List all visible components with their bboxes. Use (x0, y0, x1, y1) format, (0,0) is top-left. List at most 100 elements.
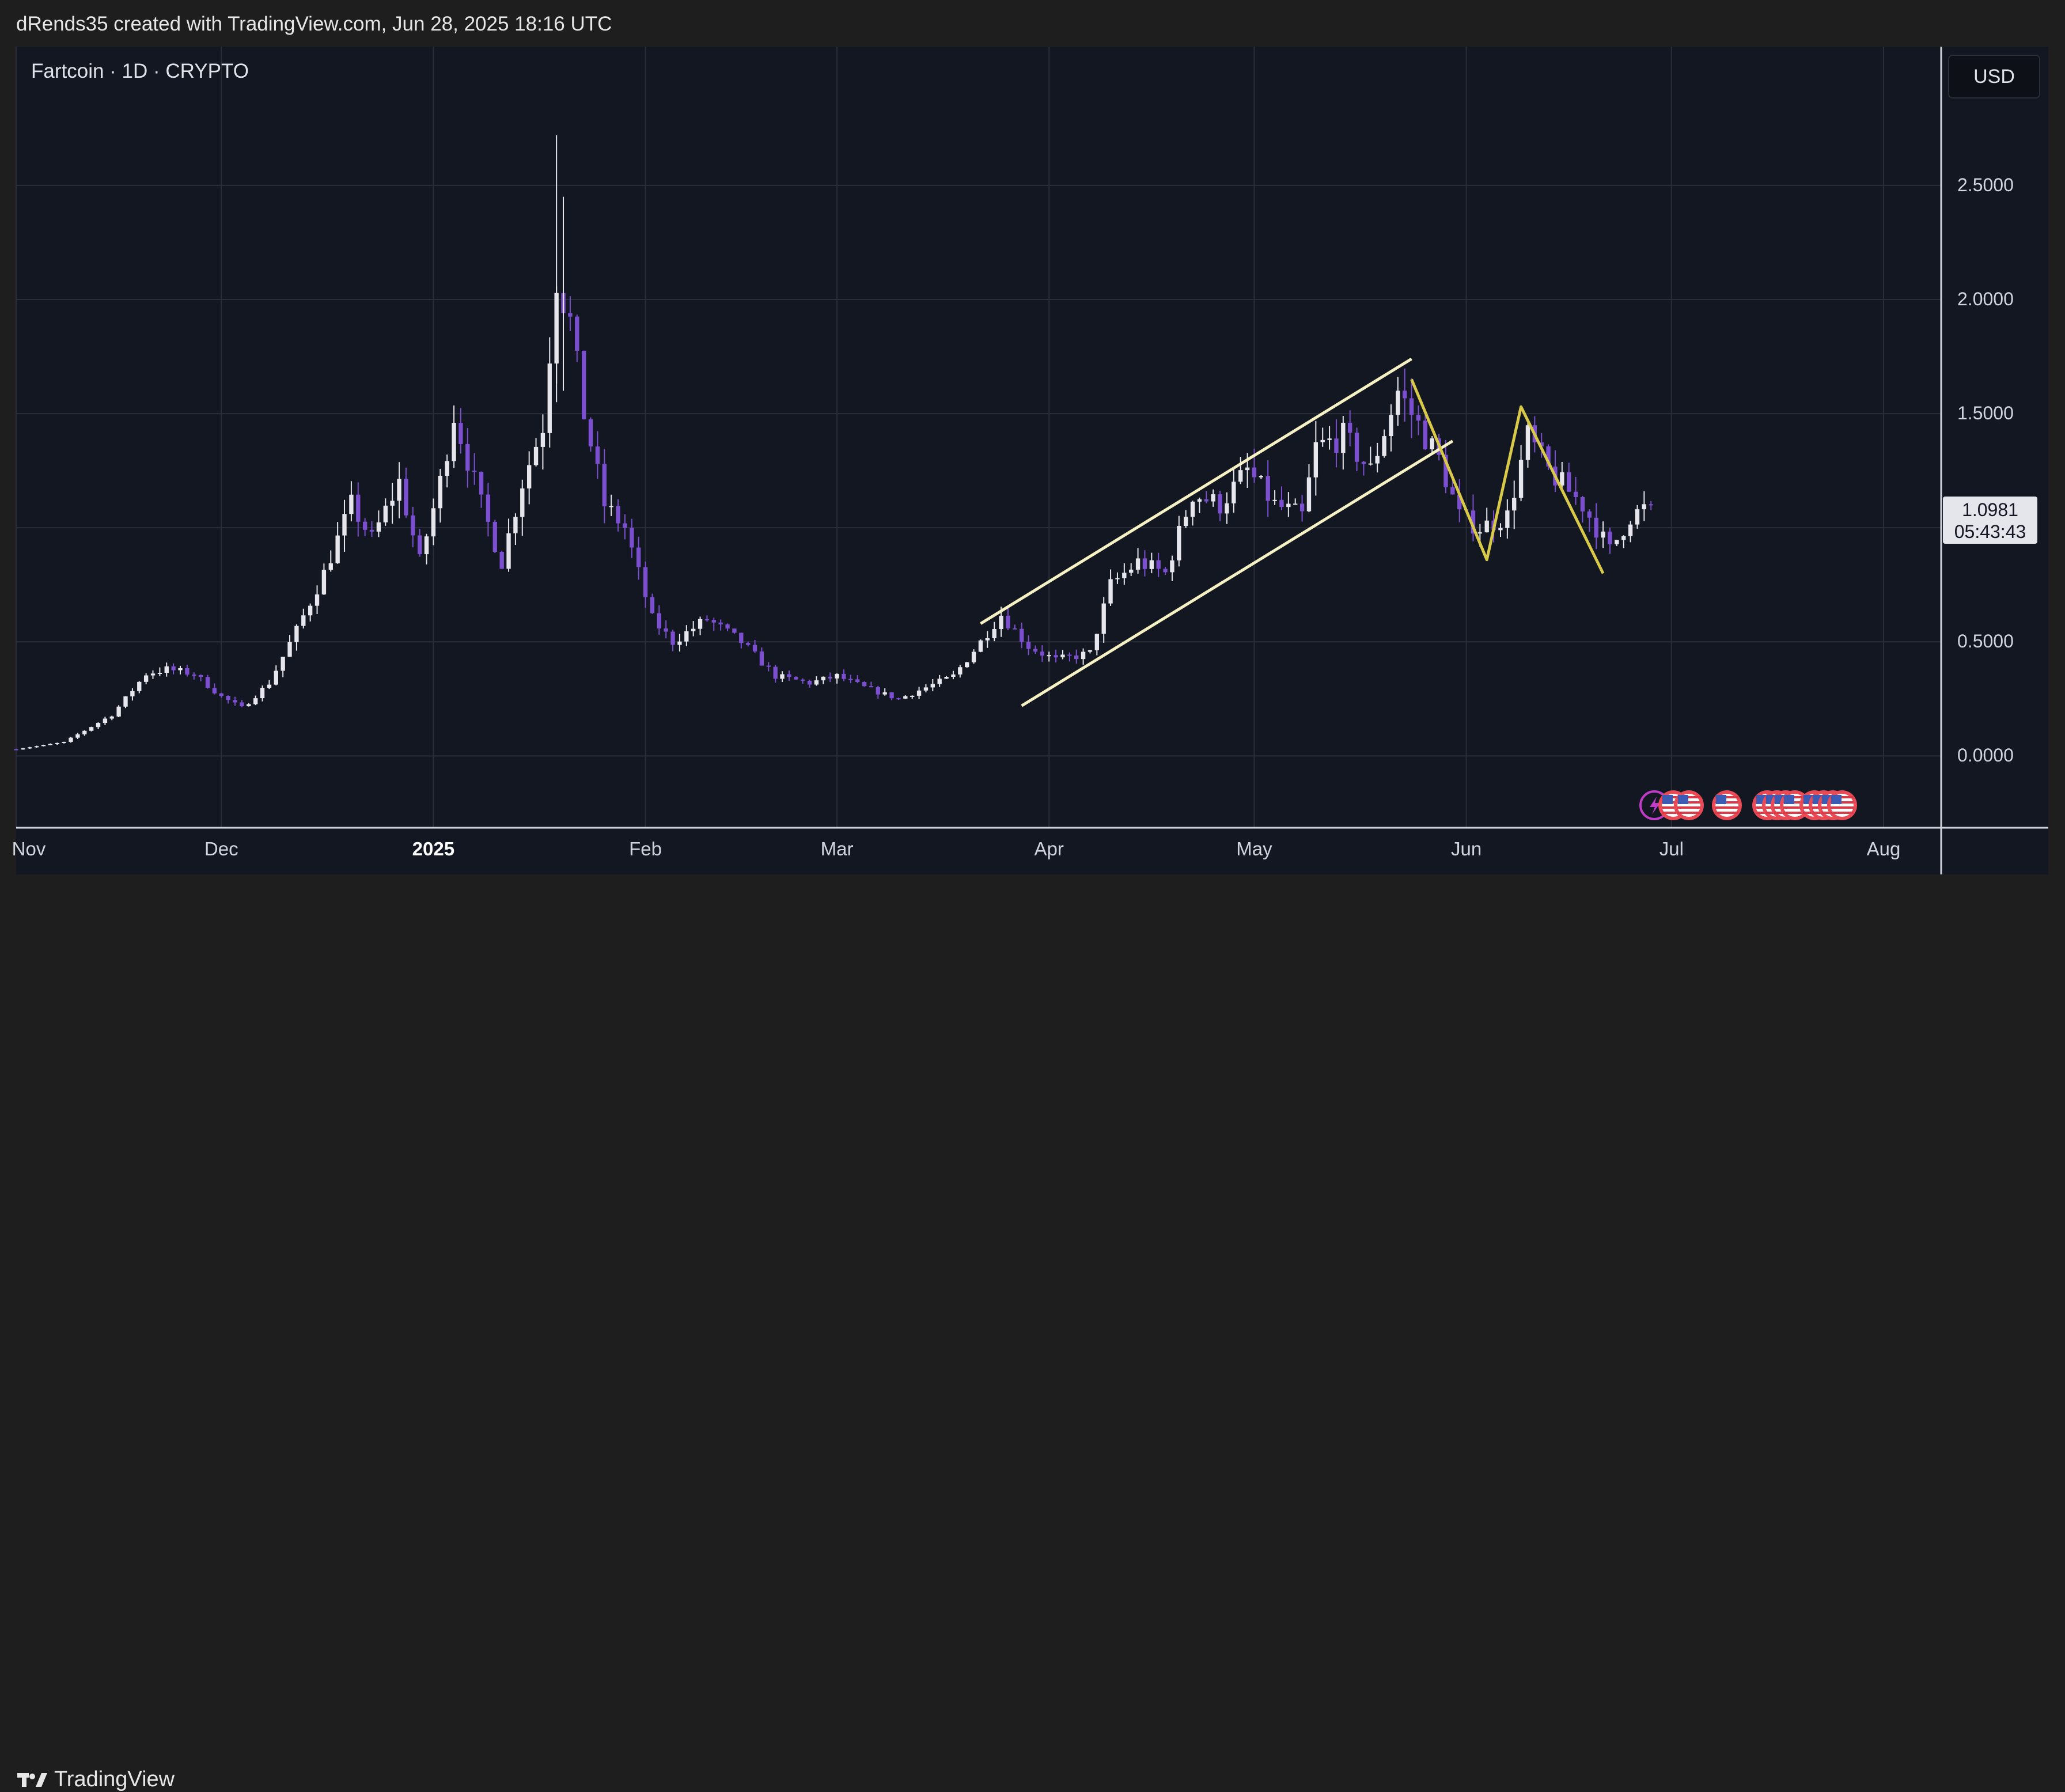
candle-up (328, 563, 333, 570)
candle-up (1149, 560, 1154, 569)
candle-down (198, 675, 203, 677)
candle-up (1628, 524, 1633, 536)
flag-stripe (1662, 796, 1685, 798)
candle-up (903, 696, 908, 699)
candle-up (691, 628, 696, 631)
candle-down (1587, 511, 1592, 518)
candle-down (1573, 491, 1578, 497)
candle-up (1286, 503, 1291, 507)
candle-down (575, 316, 579, 351)
us-flag-icon (1674, 790, 1704, 820)
x-tick-label: Aug (1866, 838, 1901, 859)
candle-up (1621, 536, 1626, 540)
candle-up (281, 657, 285, 671)
candle-up (253, 698, 258, 704)
candle-up (1306, 477, 1312, 512)
candle-up (1190, 501, 1195, 517)
candle-down (602, 464, 607, 507)
candle-down (1204, 499, 1209, 502)
flag-stripe (1715, 801, 1738, 804)
candle-down (1539, 442, 1544, 446)
candle-up (383, 505, 388, 522)
flag-canton (1662, 795, 1673, 804)
flag-stripe (1831, 796, 1854, 798)
candle-down (479, 472, 484, 495)
candle-down (1649, 504, 1653, 506)
candle-up (431, 508, 436, 537)
candle-down (1074, 655, 1079, 660)
event-markers (1639, 790, 1857, 820)
candle-up (1211, 494, 1215, 502)
candle-down (732, 628, 737, 633)
candle-down (711, 620, 716, 623)
brand[interactable]: TradingView (16, 1767, 175, 1792)
candle-down (664, 628, 668, 632)
x-tick-label: Jul (1659, 838, 1684, 859)
candle-down (670, 631, 675, 645)
candle-up (951, 674, 956, 677)
x-tick-label: Feb (629, 838, 662, 859)
flag-canton (1716, 795, 1726, 804)
candle-up (267, 684, 272, 688)
candle-down (459, 422, 463, 444)
candle-up (164, 666, 169, 673)
candle-down (1361, 461, 1366, 464)
candle-down (725, 624, 730, 629)
candle-down (807, 680, 812, 685)
candle-up (1498, 528, 1503, 531)
candle-down (766, 665, 771, 667)
candle-down (472, 471, 477, 472)
flag-stripe (1783, 806, 1806, 809)
grid-lines (16, 47, 1941, 828)
candle-down (369, 529, 374, 532)
candle-up (397, 479, 401, 501)
last-price-value: 1.0981 (1962, 499, 2018, 520)
candle-down (1423, 420, 1428, 450)
currency-button[interactable]: USD (1948, 55, 2040, 98)
candle-down (773, 666, 778, 679)
candle-up (445, 461, 449, 476)
price-chart[interactable] (0, 0, 2065, 937)
candle-up (1232, 482, 1236, 503)
candle-series (14, 135, 1653, 751)
candle-down (650, 597, 655, 613)
candle-up (944, 677, 949, 679)
candle-up (1642, 504, 1647, 510)
candle-down (636, 547, 641, 567)
candle-up (1368, 463, 1373, 465)
candle-down (356, 494, 361, 522)
symbol-title: Fartcoin · 1D · CRYPTO (31, 60, 249, 82)
candle-up (1135, 558, 1141, 570)
candle-up (780, 674, 785, 679)
candle-up (137, 681, 142, 691)
candle-down (404, 479, 408, 516)
candle-up (930, 684, 935, 688)
flag-stripe (1831, 812, 1854, 814)
candle-up (130, 691, 135, 696)
candle-up (103, 718, 108, 723)
candle-down (499, 551, 504, 569)
candle-down (759, 651, 764, 666)
candle-down (787, 674, 791, 677)
candle-up (1525, 425, 1530, 460)
candle-up (965, 662, 969, 668)
candle-down (1334, 438, 1339, 453)
candle-up (992, 629, 996, 639)
candle-up (1047, 655, 1051, 657)
candle-down (752, 645, 757, 652)
tradingview-logo-icon (17, 1772, 47, 1787)
candle-down (616, 506, 620, 524)
candle-up (342, 514, 347, 536)
candle-up (1635, 509, 1640, 525)
candle-up (1088, 650, 1093, 652)
candle-up (698, 619, 703, 629)
flag-canton (1678, 795, 1688, 804)
y-tick-label: 1.5000 (1957, 403, 2014, 424)
candle-down (1026, 642, 1031, 649)
candle-up (178, 668, 183, 670)
chart-pane[interactable] (16, 47, 2048, 874)
attribution-bar: dRends35 created with TradingView.com, J… (0, 0, 2065, 50)
candle-down (1416, 415, 1421, 421)
candle-up (247, 704, 251, 707)
candle-down (623, 523, 627, 528)
